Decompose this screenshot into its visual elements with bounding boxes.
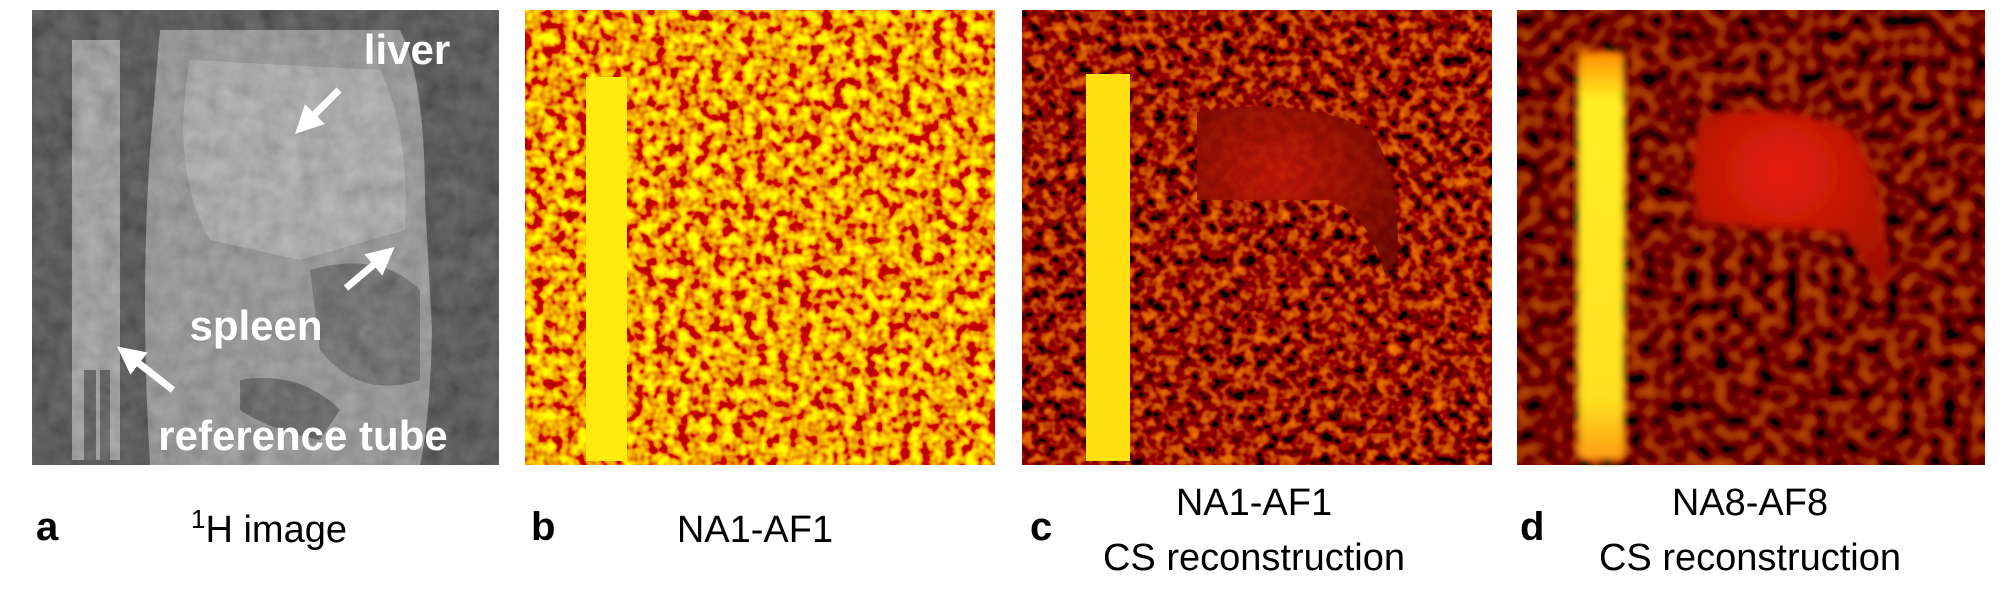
panel-a-image xyxy=(32,10,499,465)
annotation: spleen xyxy=(189,302,322,349)
panel-letter: b xyxy=(531,505,555,549)
panel-letter: d xyxy=(1520,505,1544,549)
panel-letter: c xyxy=(1030,505,1052,549)
caption-line: NA8-AF8 xyxy=(1672,482,1828,524)
caption: 1H image xyxy=(191,504,347,551)
caption-line: NA1-AF1 xyxy=(1176,482,1332,524)
panel-letter: a xyxy=(36,505,59,549)
panel-d-image xyxy=(1517,10,1985,465)
panel-b-image xyxy=(525,10,995,465)
caption-sup: 1 xyxy=(191,504,205,534)
caption-line: NA1-AF1 xyxy=(677,509,833,551)
panel-c-image xyxy=(1022,10,1492,465)
caption-line: H image xyxy=(205,509,347,551)
caption-line: CS reconstruction xyxy=(1599,537,1901,579)
annotation: reference tube xyxy=(158,412,447,459)
caption-line: CS reconstruction xyxy=(1103,537,1405,579)
annotation: liver xyxy=(364,26,450,73)
